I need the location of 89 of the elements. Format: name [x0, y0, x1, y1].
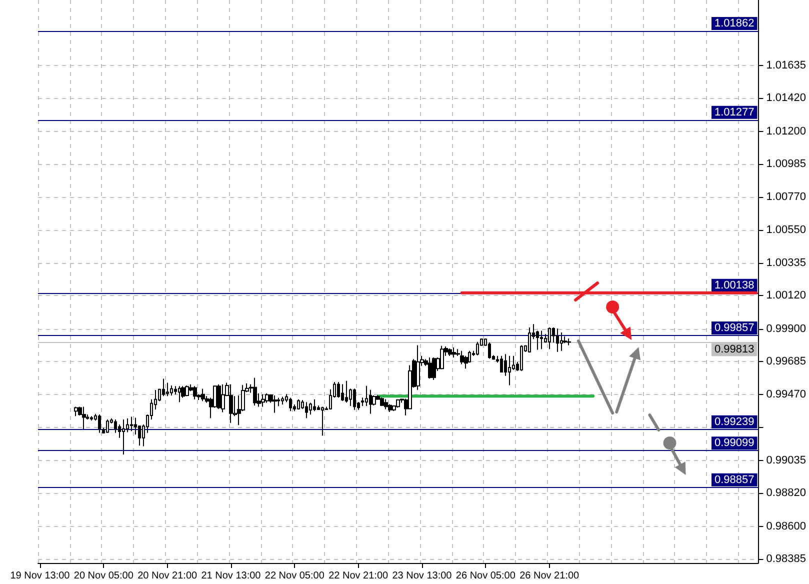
candlestick	[253, 377, 257, 406]
candlestick	[265, 392, 269, 404]
candlestick	[353, 388, 356, 410]
candlestick	[178, 386, 181, 403]
candlestick	[281, 396, 284, 405]
ref-line-label: 0.99813	[714, 344, 754, 356]
candlestick	[130, 416, 133, 432]
candlestick	[520, 344, 523, 372]
candlestick	[567, 338, 571, 346]
y-tick-label: 1.00550	[766, 224, 806, 236]
x-tick-label: 26 Nov 05:00	[456, 570, 516, 582]
candlestick	[384, 398, 388, 410]
candlestick	[181, 386, 185, 398]
x-tick-label: 22 Nov 21:00	[328, 570, 389, 582]
x-tick-label: 22 Nov 05:00	[264, 570, 325, 582]
candlestick	[201, 388, 205, 402]
candlestick	[229, 384, 233, 424]
y-tick-label: 1.01420	[766, 92, 806, 104]
candlestick	[460, 350, 464, 365]
x-tick-label: 21 Nov 13:00	[201, 570, 262, 582]
candlestick	[185, 384, 189, 397]
candlestick	[508, 355, 511, 386]
ref-line-label: 0.99239	[714, 416, 754, 428]
candlestick	[528, 326, 531, 353]
x-tick-label: 23 Nov 13:00	[392, 570, 452, 582]
candlestick	[170, 384, 173, 396]
ref-line-label: 1.00138	[714, 279, 754, 292]
y-tick-label: 1.00335	[766, 256, 806, 269]
candlestick	[221, 384, 225, 413]
candlestick	[556, 328, 559, 352]
candlestick	[500, 355, 503, 374]
candlestick	[122, 418, 125, 456]
y-tick-label: 1.00120	[766, 290, 806, 302]
candlestick	[193, 386, 197, 400]
ref-line-label: 0.99857	[714, 322, 754, 334]
ref-line-label: 1.01277	[714, 106, 754, 118]
candlestick	[90, 416, 93, 422]
candlestick	[297, 398, 300, 410]
candlestick	[440, 345, 444, 370]
ref-line-label: 0.98857	[714, 474, 754, 486]
candlestick	[162, 378, 165, 397]
candlestick	[313, 398, 316, 412]
y-tick-label: 0.99685	[766, 356, 806, 368]
y-tick-label: 1.01635	[766, 59, 806, 72]
candlestick	[396, 398, 400, 408]
candlestick	[380, 397, 384, 406]
y-tick-label: 0.98385	[766, 553, 806, 566]
candlestick	[388, 404, 392, 413]
candlestick	[261, 394, 265, 408]
candlestick	[273, 394, 277, 414]
y-tick-label: 1.00770	[766, 190, 806, 203]
candlestick	[74, 406, 78, 417]
x-tick-label: 19 Nov 13:00	[10, 570, 70, 582]
y-tick-label: 0.98600	[766, 520, 806, 532]
candlestick	[82, 406, 86, 430]
x-tick-label: 20 Nov 05:00	[74, 570, 134, 582]
y-tick-label: 0.98820	[766, 486, 806, 499]
candlestick	[448, 348, 452, 356]
candlestick	[321, 406, 324, 436]
candlestick	[166, 382, 169, 397]
ref-line-label: 0.99099	[714, 437, 754, 450]
candlestick	[540, 330, 543, 350]
candlestick	[548, 326, 551, 350]
candlestick	[309, 402, 312, 415]
y-tick-label: 1.00985	[766, 158, 806, 170]
candlestick	[106, 418, 109, 434]
candlestick	[488, 342, 491, 360]
candlestick	[432, 357, 436, 380]
x-tick-label: 20 Nov 21:00	[138, 570, 198, 582]
candlestick	[476, 341, 479, 356]
candlestick	[416, 344, 420, 390]
candlestick	[464, 355, 468, 370]
candlestick	[428, 357, 432, 380]
y-tick-label: 0.99470	[766, 388, 806, 400]
candlestick	[452, 346, 456, 358]
x-tick-label: 26 Nov 21:00	[520, 570, 580, 582]
candlestick	[305, 402, 308, 419]
candlestick	[341, 384, 344, 402]
candlestick	[98, 414, 101, 434]
candlestick	[337, 381, 340, 398]
y-tick-label: 0.99035	[766, 454, 806, 466]
candlestick	[560, 332, 563, 352]
candlestick	[345, 380, 348, 404]
y-tick-label: 1.01200	[766, 126, 806, 138]
candlestick	[289, 397, 292, 412]
y-tick-label: 0.99900	[766, 322, 806, 335]
candlestick	[369, 389, 372, 414]
ref-line-label: 1.01862	[714, 17, 754, 30]
candlestick	[217, 384, 221, 410]
